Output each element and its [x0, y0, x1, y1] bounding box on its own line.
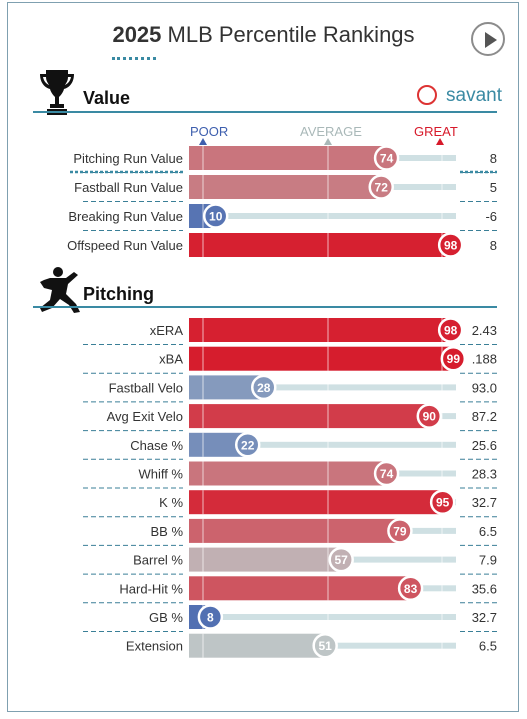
percentile-bubble [387, 518, 413, 544]
metric-label: GB % [149, 610, 183, 625]
metric-bar [189, 346, 454, 371]
metric-label: Fastball Run Value [74, 180, 183, 195]
title-year: 2025 [112, 22, 162, 47]
metric-label: Hard-Hit % [119, 581, 183, 596]
percentile-bubble [312, 632, 338, 659]
percentile-label: 98 [444, 324, 458, 338]
percentile-bubble [202, 203, 229, 229]
title-wrap: 2025 MLB Percentile Rankings [0, 22, 527, 60]
percentile-bubble [373, 145, 400, 171]
percentile-label: 98 [444, 239, 458, 253]
metric-bar [189, 461, 387, 486]
metric-bar [189, 490, 443, 515]
play-icon[interactable] [471, 22, 505, 56]
metric-label: Whiff % [138, 467, 183, 482]
section-value-label: Value [83, 88, 131, 108]
metric-value: 28.3 [472, 467, 497, 482]
percentile-label: 83 [404, 582, 418, 596]
percentile-label: 79 [393, 524, 407, 538]
metric-track [189, 614, 456, 620]
percentile-bubble [429, 489, 456, 515]
percentile-label: 57 [335, 553, 349, 567]
percentile-label: 90 [423, 410, 437, 424]
metric-value: 87.2 [472, 409, 497, 424]
percentile-label: 74 [380, 152, 394, 166]
percentile-label: 28 [257, 381, 271, 395]
metric-label: Chase % [130, 438, 183, 453]
scale-average-arrow [324, 138, 332, 145]
percentile-bubble [234, 432, 261, 458]
percentile-bubble [437, 317, 464, 343]
percentile-bubble [440, 345, 467, 372]
metric-value: 93.0 [472, 380, 497, 395]
metric-value: .188 [472, 352, 497, 367]
percentile-bubble [251, 374, 277, 401]
metric-label: Barrel % [133, 553, 183, 568]
scale-poor-label: POOR [190, 124, 229, 139]
metric-label: Fastball Velo [109, 380, 183, 395]
savant-text: savant [446, 85, 502, 106]
percentile-bubble [437, 232, 464, 258]
metric-bar [189, 518, 400, 543]
metric-label: BB % [150, 524, 183, 539]
title-text: MLB Percentile Rankings [167, 22, 415, 47]
metric-bar [189, 547, 342, 572]
percentile-label: 22 [241, 438, 255, 452]
percentile-bubble [368, 174, 394, 200]
page-title: 2025 MLB Percentile Rankings [112, 22, 415, 60]
metric-track [189, 384, 456, 391]
metric-value: 8 [490, 238, 497, 253]
title-underline [112, 57, 157, 60]
metric-label: K % [159, 495, 183, 510]
section-pitching-label: Pitching [83, 284, 154, 304]
percentile-bubble [373, 460, 400, 487]
metric-value: 6.5 [479, 639, 497, 654]
percentile-label: 10 [209, 210, 223, 224]
metric-track [189, 441, 456, 448]
percentile-bubble [197, 604, 224, 630]
percentile-label: 95 [436, 496, 450, 510]
metric-label: Offspeed Run Value [67, 238, 183, 253]
metric-bar [189, 175, 382, 199]
metric-bar [189, 146, 387, 170]
metric-label: xBA [159, 352, 183, 367]
metric-value: 2.43 [472, 323, 497, 338]
percentile-label: 8 [207, 611, 214, 625]
metric-value: 7.9 [479, 553, 497, 568]
metric-value: -6 [485, 209, 497, 224]
metric-label: Pitching Run Value [73, 151, 183, 166]
percentile-label: 72 [375, 181, 389, 195]
baseball-icon [417, 85, 437, 105]
metric-label: xERA [150, 323, 184, 338]
metric-value: 8 [490, 151, 497, 166]
metric-value: 35.6 [472, 581, 497, 596]
metric-bar [189, 633, 326, 658]
metric-bar [189, 233, 451, 257]
percentile-label: 74 [380, 467, 394, 481]
metric-bar [189, 576, 411, 601]
metric-label: Extension [126, 639, 183, 654]
percentile-bubble [328, 546, 354, 573]
metric-value: 6.5 [479, 524, 497, 539]
metric-value: 25.6 [472, 438, 497, 453]
scale-poor-arrow [199, 138, 207, 145]
scale-great-label: GREAT [414, 124, 458, 139]
metric-value: 32.7 [472, 610, 497, 625]
scale-great-arrow [436, 138, 444, 145]
percentile-label: 51 [318, 639, 332, 653]
pitcher-icon [40, 267, 80, 313]
percentile-label: 99 [447, 352, 461, 366]
metric-value: 5 [490, 180, 497, 195]
metric-label: Breaking Run Value [68, 209, 183, 224]
metric-value: 32.7 [472, 495, 497, 510]
percentile-bubble [416, 403, 443, 429]
metric-bar [189, 404, 430, 429]
percentile-bubble [397, 575, 424, 602]
metric-track [189, 213, 456, 219]
metric-label: Avg Exit Velo [107, 409, 183, 424]
scale-average-label: AVERAGE [300, 124, 362, 139]
metric-bar [189, 318, 451, 342]
